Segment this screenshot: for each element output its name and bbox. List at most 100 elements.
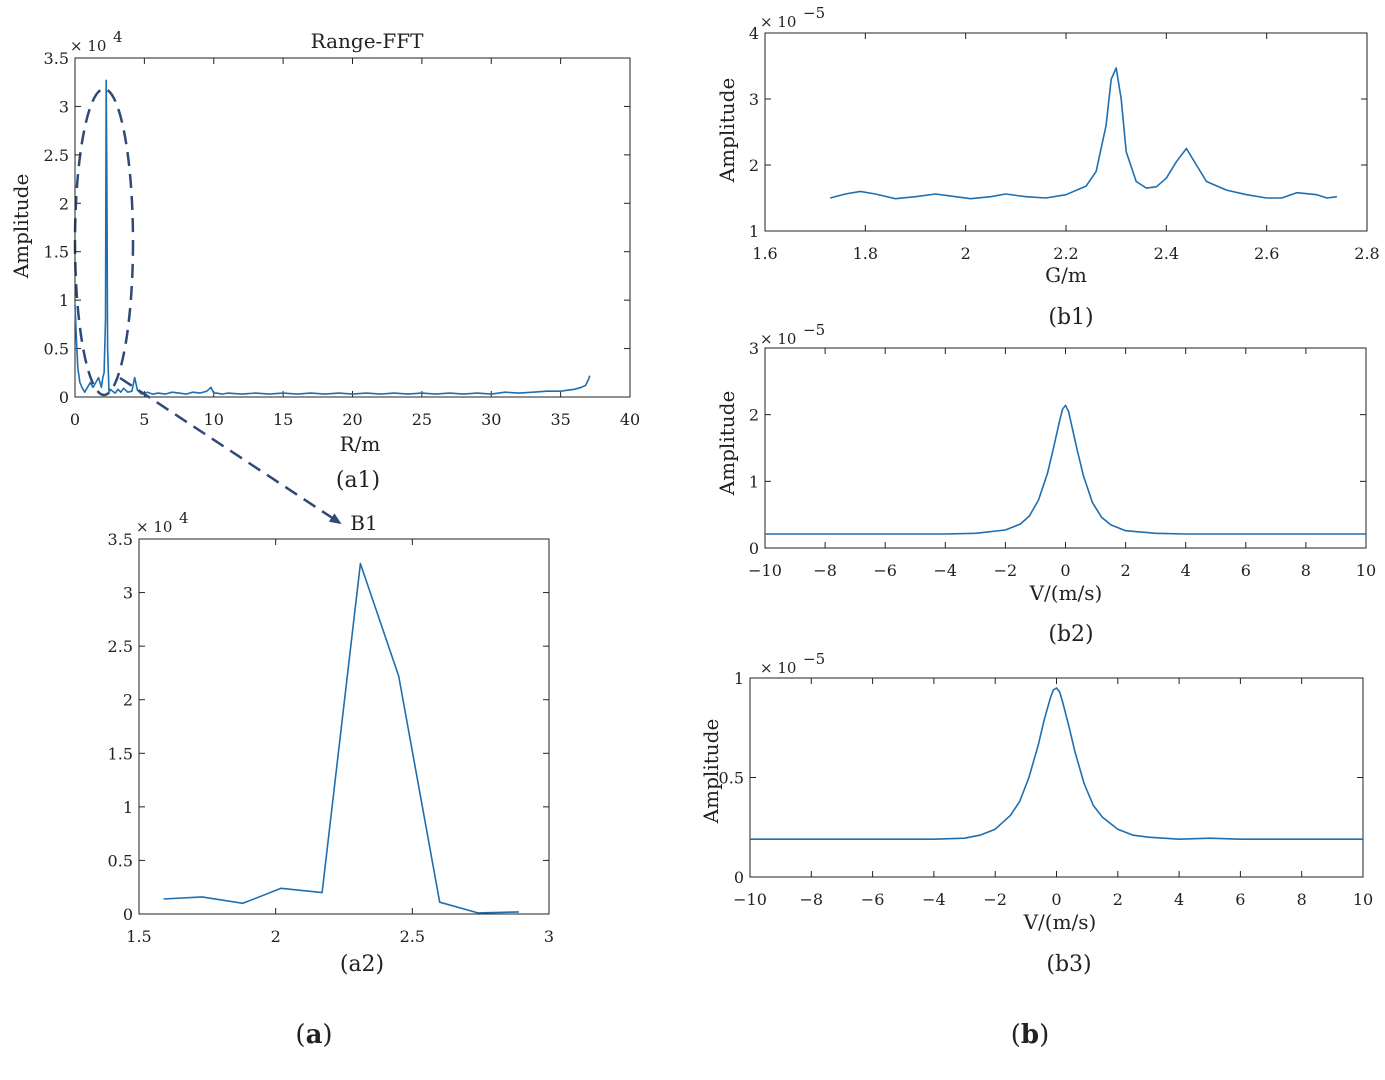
chart-b2-exponent-label: × 10 [760, 330, 796, 348]
chart-a1-title: Range-FFT [311, 29, 424, 53]
x-tick-label: −4 [934, 561, 958, 580]
chart-a1-exponent-label: × 10 [70, 37, 106, 55]
y-tick-label: 1 [734, 669, 744, 688]
x-tick-label: 40 [620, 410, 640, 429]
x-tick-label: 1.6 [752, 244, 777, 263]
x-tick-label: 6 [1235, 890, 1245, 909]
y-tick-label: 1 [749, 472, 759, 491]
y-tick-label: 0 [59, 388, 69, 407]
x-tick-label: 0 [1060, 561, 1070, 580]
chart-a1: Range-FFT × 10 4 R/m Amplitude (a1) 0 5 10… [9, 28, 640, 493]
chart-a2-exponent-power: 4 [179, 509, 189, 527]
x-tick-label: 8 [1297, 890, 1307, 909]
x-tick-label: 0 [1051, 890, 1061, 909]
y-tick-label: 0.5 [108, 851, 133, 870]
x-tick-label: 1.5 [126, 927, 151, 946]
chart-b3-exponent-power: −5 [803, 650, 825, 668]
chart-a2-exponent: × 10 4 [136, 509, 189, 536]
chart-a1-caption: (a1) [336, 468, 380, 493]
chart-b2-axes-box [764, 347, 1367, 549]
x-tick-label: 35 [550, 410, 570, 429]
x-tick-label: 2.5 [400, 927, 425, 946]
chart-a2: B1 × 10 4 (a2) 1.5 2 2.5 3 0 0.5 1 1.5 2 2.5 3 3.5 [108, 509, 555, 977]
series-line-Range-FFT [74, 79, 591, 395]
y-tick-label: 1 [749, 222, 759, 241]
y-tick-label: 1 [59, 291, 69, 310]
x-tick-label: 3 [544, 927, 554, 946]
series-line-b1 [829, 67, 1338, 200]
y-tick-label: 0 [123, 905, 133, 924]
y-tick-label: 2 [749, 156, 759, 175]
chart-a2-exponent-label: × 10 [136, 518, 172, 536]
x-tick-label: −6 [861, 890, 885, 909]
chart-b3-exponent: × 10 −5 [760, 650, 825, 677]
chart-b2-exponent-power: −5 [803, 321, 825, 339]
x-tick-label: 10 [1353, 890, 1373, 909]
chart-b1-exponent: × 10 −5 [760, 4, 825, 31]
x-tick-label: 2.4 [1154, 244, 1179, 263]
y-tick-label: 3.5 [108, 530, 133, 549]
x-tick-label: 2 [1121, 561, 1131, 580]
x-tick-label: 25 [412, 410, 432, 429]
chart-b1: × 10 −5 G/m Amplitude (b1) 1.6 1.8 2 2.2 2.4… [715, 4, 1380, 330]
y-tick-label: 1.5 [44, 243, 69, 262]
x-tick-label: −10 [748, 561, 782, 580]
y-tick-label: 0 [749, 539, 759, 558]
chart-b3-ylabel: Amplitude [699, 719, 723, 825]
chart-a2-axes-box [138, 538, 550, 915]
y-tick-label: 2 [123, 691, 133, 710]
y-tick-label: 2.5 [44, 146, 69, 165]
x-tick-label: 2 [961, 244, 971, 263]
y-tick-label: 4 [749, 24, 759, 43]
chart-a2-caption: (a2) [340, 952, 384, 977]
x-tick-label: −2 [983, 890, 1007, 909]
x-tick-label: 2.6 [1254, 244, 1279, 263]
chart-b3-xlabel: V/(m/s) [1023, 910, 1097, 934]
y-tick-label: 0.5 [719, 769, 744, 788]
y-tick-label: 3.5 [44, 49, 69, 68]
group-caption-a: (a) [295, 1020, 332, 1050]
chart-b1-caption: (b1) [1048, 305, 1093, 330]
x-tick-label: 15 [273, 410, 293, 429]
x-tick-label: 0 [70, 410, 80, 429]
chart-a1-ylabel: Amplitude [9, 174, 33, 280]
chart-b1-xlabel: G/m [1045, 263, 1087, 287]
x-tick-label: −6 [873, 561, 897, 580]
x-tick-label: 20 [342, 410, 362, 429]
chart-a1-axes-box [74, 57, 631, 398]
chart-b2-xlabel: V/(m/s) [1029, 581, 1103, 605]
zoom-arrow [119, 376, 342, 525]
group-caption-b-letter: b [1021, 1020, 1039, 1050]
x-tick-label: 6 [1241, 561, 1251, 580]
x-tick-label: 2 [1113, 890, 1123, 909]
y-tick-label: 3 [749, 90, 759, 109]
x-tick-label: 2.8 [1354, 244, 1379, 263]
chart-b1-exponent-label: × 10 [760, 13, 796, 31]
series-line-B1 [163, 562, 519, 914]
x-tick-label: −8 [813, 561, 837, 580]
chart-b3: × 10 −5 V/(m/s) Amplitude (b3) −10 −8 −6 −4… [699, 650, 1373, 977]
series-line-b3 [750, 687, 1363, 841]
x-tick-label: −10 [733, 890, 767, 909]
chart-a1-exponent-power: 4 [113, 28, 123, 46]
group-caption-a-letter: a [306, 1020, 323, 1050]
chart-a1-xlabel: R/m [340, 432, 381, 456]
x-tick-label: −8 [800, 890, 824, 909]
y-tick-label: 2 [59, 194, 69, 213]
y-tick-label: 3 [123, 584, 133, 603]
y-tick-label: 0 [734, 868, 744, 887]
chart-b3-axes-box [749, 677, 1364, 878]
x-tick-label: 10 [1356, 561, 1376, 580]
x-tick-label: 2.2 [1053, 244, 1078, 263]
x-tick-label: −4 [922, 890, 946, 909]
chart-b2-ylabel: Amplitude [715, 391, 739, 497]
y-tick-label: 2.5 [108, 637, 133, 656]
x-tick-label: 4 [1181, 561, 1191, 580]
y-tick-label: 2 [749, 406, 759, 425]
group-caption-b: (b) [1011, 1020, 1050, 1050]
chart-b2: × 10 −5 V/(m/s) Amplitude (b2) −10 −8 −6 −4… [715, 321, 1376, 647]
chart-a2-title: B1 [350, 511, 377, 535]
y-tick-label: 3 [59, 97, 69, 116]
chart-b1-exponent-power: −5 [803, 4, 825, 22]
